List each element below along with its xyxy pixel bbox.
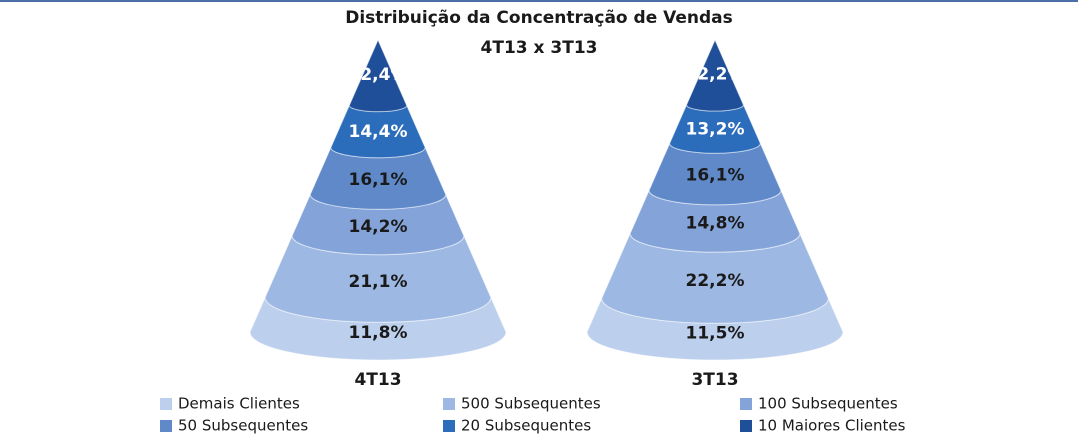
value-label: 16,1% xyxy=(686,165,745,185)
legend-label: 100 Subsequentes xyxy=(758,395,898,413)
legend-label: 50 Subsequentes xyxy=(178,417,308,435)
legend-swatch xyxy=(160,398,172,410)
value-label: 14,4% xyxy=(349,122,408,142)
value-label: 21,1% xyxy=(349,272,408,292)
chart-subtitle: 4T13 x 3T13 xyxy=(481,38,598,58)
value-label: 22,2% xyxy=(686,65,745,85)
legend-label: 500 Subsequentes xyxy=(461,395,601,413)
value-label: 11,5% xyxy=(686,324,745,344)
value-label: 14,8% xyxy=(686,214,745,234)
category-label: 3T13 xyxy=(691,370,738,390)
legend-swatch xyxy=(160,420,172,432)
legend-swatch xyxy=(443,398,455,410)
legend-swatch xyxy=(740,420,752,432)
legend-label: 20 Subsequentes xyxy=(461,417,591,435)
legend-label: 10 Maiores Clientes xyxy=(758,417,906,435)
legend-swatch xyxy=(443,420,455,432)
value-label: 22,4% xyxy=(349,65,408,85)
value-label: 16,1% xyxy=(349,170,408,190)
legend-label: Demais Clientes xyxy=(178,395,300,413)
value-label: 22,2% xyxy=(686,271,745,291)
value-label: 14,2% xyxy=(349,217,408,237)
cone-segment xyxy=(686,38,744,112)
value-label: 13,2% xyxy=(686,120,745,140)
cone-segment xyxy=(348,38,408,113)
legend-swatch xyxy=(740,398,752,410)
chart-title: Distribuição da Concentração de Vendas xyxy=(345,8,733,28)
value-label: 11,8% xyxy=(349,323,408,343)
category-label: 4T13 xyxy=(354,370,401,390)
